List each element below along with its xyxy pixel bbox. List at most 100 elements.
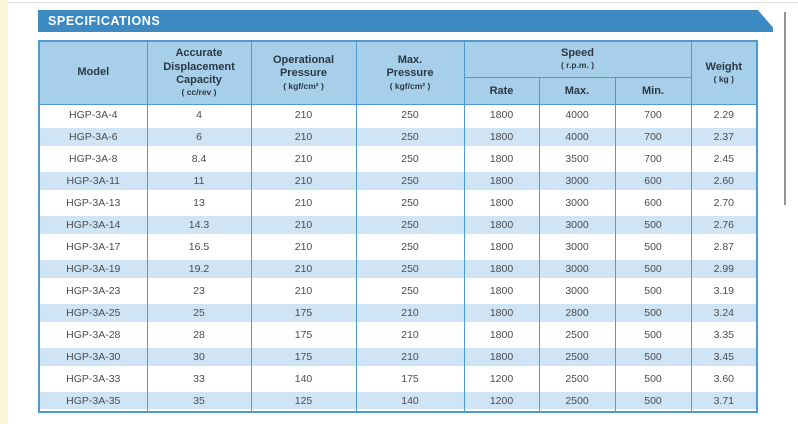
cell-speed-rate: 1800 bbox=[463, 126, 540, 148]
cell-speed-min: 500 bbox=[614, 280, 692, 302]
col-header-weight-unit: ( kg ) bbox=[713, 73, 734, 84]
cell-weight: 2.70 bbox=[690, 192, 758, 214]
cell-model: HGP-3A-35 bbox=[38, 390, 148, 412]
cell-operational-pressure: 210 bbox=[250, 236, 357, 258]
cell-operational-pressure: 210 bbox=[250, 280, 357, 302]
cell-operational-pressure: 210 bbox=[250, 258, 357, 280]
cell-speed-min: 600 bbox=[614, 192, 692, 214]
cell-displacement: 8.4 bbox=[146, 148, 252, 170]
cell-weight: 2.87 bbox=[690, 236, 758, 258]
cell-displacement: 19.2 bbox=[146, 258, 252, 280]
cell-displacement: 14.3 bbox=[146, 214, 252, 236]
col-header-speed-title: Speed bbox=[561, 47, 595, 60]
cell-speed-rate: 1200 bbox=[463, 368, 540, 390]
cell-displacement: 28 bbox=[146, 324, 252, 346]
cell-displacement: 13 bbox=[146, 192, 252, 214]
cell-speed-rate: 1800 bbox=[463, 214, 540, 236]
col-header-weight: Weight ( kg ) bbox=[690, 41, 758, 105]
col-header-speed-min: Min. bbox=[614, 77, 692, 105]
cell-model: HGP-3A-11 bbox=[38, 170, 148, 192]
col-header-model: Model bbox=[38, 41, 148, 105]
cell-max-pressure: 250 bbox=[355, 236, 465, 258]
col-header-max-pressure-title: Max. Pressure bbox=[386, 53, 434, 80]
cell-speed-max: 2500 bbox=[538, 346, 616, 368]
page-top-hairline bbox=[8, 2, 798, 3]
cell-speed-rate: 1800 bbox=[463, 258, 540, 280]
cell-weight: 3.35 bbox=[690, 324, 758, 346]
cell-speed-min: 700 bbox=[614, 148, 692, 170]
cell-speed-rate: 1800 bbox=[463, 346, 540, 368]
section-header-banner: SPECIFICATIONS bbox=[38, 10, 773, 32]
specifications-table: Model Accurate Displacement Capacity ( c… bbox=[38, 40, 759, 413]
cell-displacement: 30 bbox=[146, 346, 252, 368]
cell-weight: 2.37 bbox=[690, 126, 758, 148]
cell-speed-max: 3000 bbox=[538, 192, 616, 214]
cell-speed-max: 3000 bbox=[538, 170, 616, 192]
table-row: HGP-3A-6 6 210 250 1800 4000 700 2.37 bbox=[38, 126, 758, 148]
cell-max-pressure: 250 bbox=[355, 192, 465, 214]
cell-speed-rate: 1800 bbox=[463, 280, 540, 302]
cell-weight: 2.60 bbox=[690, 170, 758, 192]
cell-model: HGP-3A-33 bbox=[38, 368, 148, 390]
cell-speed-min: 700 bbox=[614, 104, 692, 126]
cell-speed-max: 2800 bbox=[538, 302, 616, 324]
table-row: HGP-3A-11 11 210 250 1800 3000 600 2.60 bbox=[38, 170, 758, 192]
cell-model: HGP-3A-4 bbox=[38, 104, 148, 126]
table-row: HGP-3A-8 8.4 210 250 1800 3500 700 2.45 bbox=[38, 148, 758, 170]
col-header-speed-unit: ( r.p.m. ) bbox=[560, 60, 595, 71]
spec-table-body: HGP-3A-4 4 210 250 1800 4000 700 2.29 HG… bbox=[38, 104, 758, 412]
cell-speed-max: 2500 bbox=[538, 390, 616, 412]
cell-speed-rate: 1800 bbox=[463, 192, 540, 214]
cell-max-pressure: 210 bbox=[355, 302, 465, 324]
cell-operational-pressure: 175 bbox=[250, 302, 357, 324]
cell-speed-max: 3000 bbox=[538, 280, 616, 302]
cell-speed-min: 500 bbox=[614, 368, 692, 390]
cell-operational-pressure: 210 bbox=[250, 148, 357, 170]
cell-model: HGP-3A-17 bbox=[38, 236, 148, 258]
cell-max-pressure: 250 bbox=[355, 104, 465, 126]
cell-max-pressure: 210 bbox=[355, 324, 465, 346]
cell-speed-max: 3000 bbox=[538, 214, 616, 236]
cell-weight: 2.76 bbox=[690, 214, 758, 236]
cell-max-pressure: 140 bbox=[355, 390, 465, 412]
cell-max-pressure: 250 bbox=[355, 214, 465, 236]
cell-weight: 3.71 bbox=[690, 390, 758, 412]
cell-max-pressure: 250 bbox=[355, 170, 465, 192]
table-row: HGP-3A-19 19.2 210 250 1800 3000 500 2.9… bbox=[38, 258, 758, 280]
cell-speed-min: 500 bbox=[614, 302, 692, 324]
cell-speed-min: 500 bbox=[614, 346, 692, 368]
cell-operational-pressure: 210 bbox=[250, 170, 357, 192]
col-header-max-pressure-unit: ( kgf/cm² ) bbox=[389, 80, 431, 91]
cell-speed-min: 500 bbox=[614, 324, 692, 346]
cell-model: HGP-3A-19 bbox=[38, 258, 148, 280]
cell-speed-max: 4000 bbox=[538, 104, 616, 126]
table-row: HGP-3A-25 25 175 210 1800 2800 500 3.24 bbox=[38, 302, 758, 324]
cell-speed-min: 700 bbox=[614, 126, 692, 148]
cell-max-pressure: 210 bbox=[355, 346, 465, 368]
cell-speed-rate: 1800 bbox=[463, 324, 540, 346]
cell-weight: 3.45 bbox=[690, 346, 758, 368]
cell-weight: 3.60 bbox=[690, 368, 758, 390]
page-right-edge-line bbox=[784, 12, 786, 205]
cell-operational-pressure: 210 bbox=[250, 104, 357, 126]
cell-speed-rate: 1800 bbox=[463, 148, 540, 170]
cell-operational-pressure: 125 bbox=[250, 390, 357, 412]
section-title: SPECIFICATIONS bbox=[48, 14, 161, 28]
cell-operational-pressure: 210 bbox=[250, 214, 357, 236]
col-header-displacement-title: Accurate Displacement Capacity bbox=[163, 47, 235, 86]
col-header-speed-rate: Rate bbox=[463, 77, 540, 105]
cell-max-pressure: 175 bbox=[355, 368, 465, 390]
cell-speed-max: 3000 bbox=[538, 236, 616, 258]
col-header-max-pressure: Max. Pressure ( kgf/cm² ) bbox=[355, 41, 465, 105]
page-left-edge-strip bbox=[0, 0, 8, 424]
cell-speed-rate: 1200 bbox=[463, 390, 540, 412]
cell-operational-pressure: 140 bbox=[250, 368, 357, 390]
cell-displacement: 35 bbox=[146, 390, 252, 412]
cell-max-pressure: 250 bbox=[355, 258, 465, 280]
cell-weight: 2.29 bbox=[690, 104, 758, 126]
col-header-speed-max: Max. bbox=[538, 77, 616, 105]
cell-speed-max: 3500 bbox=[538, 148, 616, 170]
cell-weight: 2.99 bbox=[690, 258, 758, 280]
cell-model: HGP-3A-14 bbox=[38, 214, 148, 236]
cell-speed-min: 500 bbox=[614, 390, 692, 412]
